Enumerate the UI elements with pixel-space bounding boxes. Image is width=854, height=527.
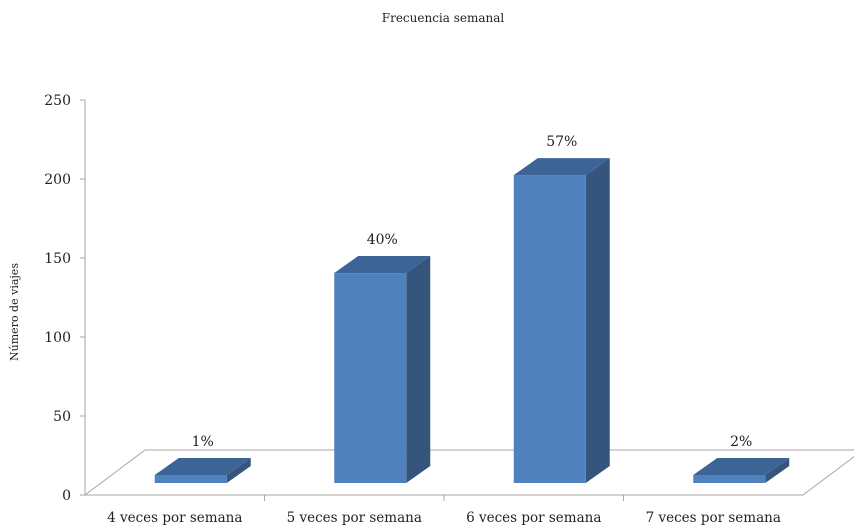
data-labels: 1% 40% 57% 2% <box>192 134 753 450</box>
bar-top-face <box>334 256 431 274</box>
bar-front-face <box>513 175 586 483</box>
chart-title: Frecuencia semanal <box>382 11 505 25</box>
bar <box>693 458 790 483</box>
bar-side-face <box>765 458 790 483</box>
bar-top-face <box>154 458 251 475</box>
data-label: 2% <box>730 434 752 450</box>
x-axis-categories: 4 veces por semana 5 veces por semana 6 ve… <box>107 495 781 526</box>
bar-side-face <box>585 158 610 483</box>
x-category-label: 4 veces por semana <box>107 510 242 526</box>
bar-side-face <box>406 256 431 483</box>
bar-top-face <box>513 158 610 176</box>
y-axis-ticks: 0 50 100 150 200 250 <box>44 93 85 504</box>
x-category-label: 5 veces por semana <box>287 510 422 526</box>
bar-front-face <box>693 475 766 483</box>
data-label: 57% <box>546 134 577 150</box>
bar-top-face <box>693 458 790 475</box>
floor-outline <box>83 449 854 496</box>
y-tick-label: 50 <box>53 409 71 425</box>
data-label: 1% <box>192 434 214 450</box>
bars <box>154 158 790 483</box>
x-category-label: 6 veces por semana <box>466 510 601 526</box>
data-label: 40% <box>367 232 398 248</box>
bar <box>154 458 251 483</box>
chart-floor <box>83 449 854 496</box>
bar-front-face <box>334 273 407 483</box>
bar-front-face <box>154 475 227 483</box>
bar-side-face <box>226 458 251 483</box>
y-axis-label: Número de viajes <box>8 263 21 361</box>
x-category-label: 7 veces por semana <box>646 510 781 526</box>
y-tick-label: 200 <box>44 172 71 188</box>
y-tick-label: 250 <box>44 93 71 109</box>
y-tick-label: 100 <box>44 330 71 346</box>
y-tick-label: 150 <box>44 251 71 267</box>
bar <box>513 158 610 483</box>
y-tick-label: 0 <box>62 488 71 504</box>
bar <box>334 256 431 483</box>
